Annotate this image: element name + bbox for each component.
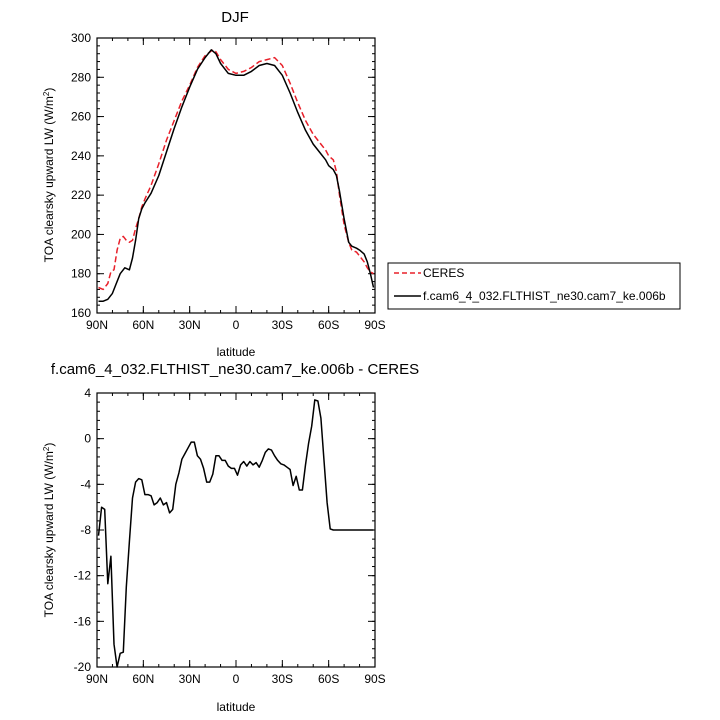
top-panel-title: DJF — [221, 9, 249, 26]
svg-text:TOA clearsky upward LW (W/m2): TOA clearsky upward LW (W/m2) — [42, 443, 57, 618]
top-y-tick-label: 260 — [71, 110, 91, 124]
bottom-y-axis-title: TOA clearsky upward LW (W/m2) — [42, 443, 57, 618]
top-plot-frame — [96, 37, 376, 314]
legend-ceres-label: CERES — [423, 266, 464, 280]
bottom-ticks: 90N 60N 30N 0 30S 60S 90S -20 -16 -12 -8 -4 0 4 — [74, 386, 386, 686]
top-x-tick-label: 0 — [233, 318, 240, 332]
bottom-x-tick-label: 30S — [272, 672, 293, 686]
top-x-tick-label: 90N — [86, 318, 108, 332]
bottom-panel-title: f.cam6_4_032.FLTHIST_ne30.cam7_ke.006b -… — [51, 361, 419, 378]
top-y-axis-title-sup: 2 — [42, 91, 51, 96]
bottom-y-tick-label: 4 — [84, 386, 91, 400]
top-y-axis-title: TOA clearsky upward LW (W/m2) — [42, 88, 57, 263]
bottom-x-tick-label: 90N — [86, 672, 108, 686]
top-y-tick-label: 160 — [71, 306, 91, 320]
top-ticks: 90N 60N 30N 0 30S 60S 90S 160 180 200 220 240 260 280… — [71, 31, 386, 332]
bottom-y-tick-label: -4 — [80, 477, 91, 491]
top-y-tick-label: 240 — [71, 149, 91, 163]
bottom-x-tick-label: 0 — [233, 672, 240, 686]
bottom-x-tick-label: 30N — [179, 672, 201, 686]
top-y-tick-label: 180 — [71, 267, 91, 281]
bottom-x-tick-label: 60S — [318, 672, 339, 686]
legend-box — [387, 262, 681, 310]
legend: CERES f.cam6_4_032.FLTHIST_ne30.cam7_ke.… — [387, 262, 681, 310]
top-y-tick-label: 220 — [71, 188, 91, 202]
bottom-series-lines — [97, 399, 374, 668]
bottom-y-axis-title-text: TOA clearsky upward LW (W/m — [42, 451, 56, 617]
top-y-axis-title-text: TOA clearsky upward LW (W/m — [42, 96, 56, 262]
top-y-tick-label: 200 — [71, 227, 91, 241]
top-x-tick-label: 30S — [272, 318, 293, 332]
top-x-axis-title: latitude — [217, 345, 256, 359]
legend-model-label: f.cam6_4_032.FLTHIST_ne30.cam7_ke.006b — [423, 289, 666, 303]
bottom-y-tick-label: -20 — [74, 660, 92, 674]
bottom-x-tick-label: 90S — [364, 672, 385, 686]
bottom-y-tick-label: -16 — [74, 614, 92, 628]
bottom-panel: f.cam6_4_032.FLTHIST_ne30.cam7_ke.006b -… — [42, 361, 420, 714]
svg-text:TOA clearsky upward LW (W/m2): TOA clearsky upward LW (W/m2) — [42, 88, 57, 263]
bottom-y-tick-label: 0 — [84, 432, 91, 446]
top-panel: DJF TOA clearsky upward LW (W/m2) latitu… — [42, 9, 386, 359]
bottom-y-tick-label: -8 — [80, 523, 91, 537]
top-y-tick-label: 280 — [71, 70, 91, 84]
top-y-axis-title-close: ) — [42, 88, 56, 92]
top-series-line-0 — [98, 49, 374, 291]
bottom-y-axis-title-sup: 2 — [42, 446, 51, 451]
top-x-tick-label: 90S — [364, 318, 385, 332]
top-x-tick-label: 60N — [132, 318, 154, 332]
top-y-tick-label: 300 — [71, 31, 91, 45]
bottom-y-axis-title-close: ) — [42, 443, 56, 447]
bottom-x-tick-label: 60N — [132, 672, 154, 686]
bottom-y-tick-label: -12 — [74, 569, 92, 583]
bottom-x-axis-title: latitude — [217, 700, 256, 714]
top-series-lines — [98, 49, 375, 302]
top-x-tick-label: 60S — [318, 318, 339, 332]
top-x-tick-label: 30N — [179, 318, 201, 332]
bottom-series-line-0 — [97, 399, 374, 668]
top-series-line-1 — [98, 49, 375, 302]
